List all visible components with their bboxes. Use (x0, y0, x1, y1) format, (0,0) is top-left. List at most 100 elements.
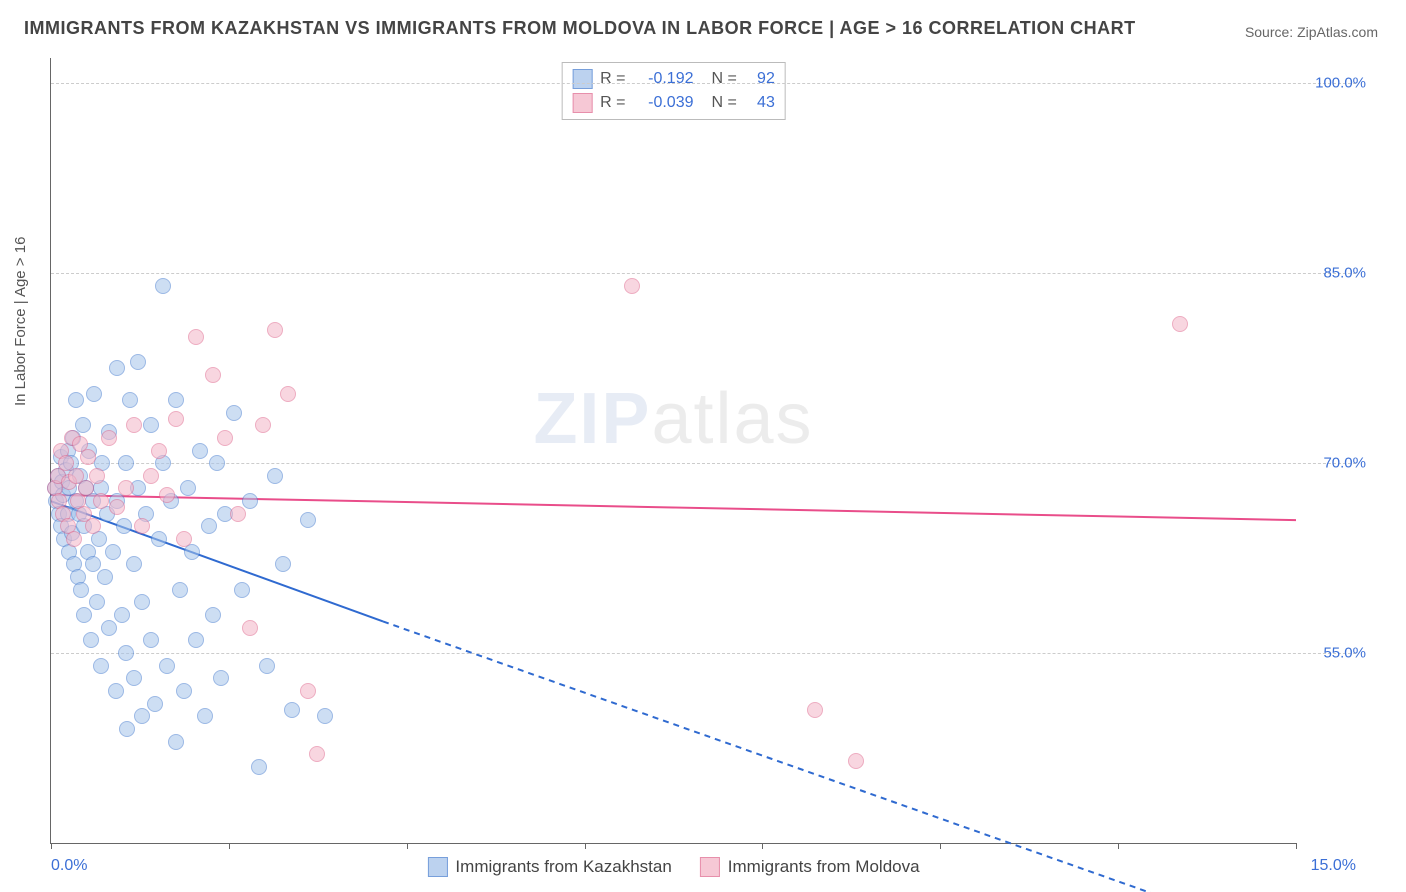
y-tick-label: 85.0% (1323, 265, 1366, 282)
y-tick-label: 70.0% (1323, 455, 1366, 472)
data-point (205, 607, 221, 623)
legend-stat-row: R = -0.039 N = 43 (572, 91, 775, 115)
data-point (134, 708, 150, 724)
data-point (807, 702, 823, 718)
data-point (159, 487, 175, 503)
gridline (51, 273, 1356, 274)
gridline (51, 463, 1356, 464)
data-point (118, 455, 134, 471)
data-point (89, 468, 105, 484)
data-point (126, 670, 142, 686)
x-tick (585, 843, 586, 849)
data-point (119, 721, 135, 737)
data-point (309, 746, 325, 762)
data-point (284, 702, 300, 718)
data-point (101, 620, 117, 636)
y-axis-label: In Labor Force | Age > 16 (12, 237, 29, 406)
data-point (176, 683, 192, 699)
data-point (213, 670, 229, 686)
data-point (197, 708, 213, 724)
data-point (89, 594, 105, 610)
data-point (275, 556, 291, 572)
data-point (267, 468, 283, 484)
data-point (147, 696, 163, 712)
legend-stat-row: R = -0.192 N = 92 (572, 67, 775, 91)
data-point (151, 443, 167, 459)
data-point (116, 518, 132, 534)
data-point (151, 531, 167, 547)
data-point (143, 468, 159, 484)
data-point (176, 531, 192, 547)
data-point (205, 367, 221, 383)
data-point (300, 683, 316, 699)
data-point (134, 518, 150, 534)
data-point (143, 417, 159, 433)
x-tick (407, 843, 408, 849)
data-point (168, 392, 184, 408)
data-point (230, 506, 246, 522)
data-point (168, 734, 184, 750)
data-point (73, 582, 89, 598)
data-point (118, 645, 134, 661)
legend-label: Immigrants from Kazakhstan (455, 857, 671, 877)
r-value: -0.192 (634, 70, 694, 88)
source-attribution: Source: ZipAtlas.com (1245, 24, 1378, 40)
data-point (101, 430, 117, 446)
data-point (143, 632, 159, 648)
n-value: 43 (745, 94, 775, 112)
data-point (159, 658, 175, 674)
y-tick-label: 100.0% (1315, 75, 1366, 92)
trend-lines-layer (51, 58, 1296, 843)
data-point (130, 354, 146, 370)
data-point (86, 386, 102, 402)
data-point (226, 405, 242, 421)
n-label: N = (712, 94, 737, 112)
x-tick (1118, 843, 1119, 849)
data-point (217, 430, 233, 446)
x-tick (762, 843, 763, 849)
data-point (280, 386, 296, 402)
r-label: R = (600, 94, 625, 112)
data-point (83, 632, 99, 648)
n-label: N = (712, 70, 737, 88)
data-point (251, 759, 267, 775)
plot-area: ZIPatlas R =-0.192N =92R =-0.039N =43 0.… (50, 58, 1296, 844)
data-point (242, 620, 258, 636)
legend-swatch (572, 93, 592, 113)
data-point (848, 753, 864, 769)
x-axis-max-label: 15.0% (1311, 857, 1356, 875)
data-point (76, 607, 92, 623)
r-label: R = (600, 70, 625, 88)
n-value: 92 (745, 70, 775, 88)
data-point (201, 518, 217, 534)
series-legend: Immigrants from Kazakhstan Immigrants fro… (427, 857, 919, 877)
legend-item: Immigrants from Moldova (700, 857, 920, 877)
legend-item: Immigrants from Kazakhstan (427, 857, 671, 877)
x-tick (940, 843, 941, 849)
data-point (267, 322, 283, 338)
data-point (209, 455, 225, 471)
data-point (192, 443, 208, 459)
r-value: -0.039 (634, 94, 694, 112)
correlation-legend: R = -0.192 N = 92 R = -0.039 N = 43 (561, 62, 786, 120)
data-point (114, 607, 130, 623)
data-point (66, 531, 82, 547)
gridline (51, 653, 1356, 654)
data-point (1172, 316, 1188, 332)
data-point (108, 683, 124, 699)
legend-swatch (572, 69, 592, 89)
y-tick-label: 55.0% (1323, 645, 1366, 662)
x-tick (229, 843, 230, 849)
data-point (85, 518, 101, 534)
data-point (242, 493, 258, 509)
data-point (68, 392, 84, 408)
data-point (80, 449, 96, 465)
chart-title: IMMIGRANTS FROM KAZAKHSTAN VS IMMIGRANTS… (24, 18, 1136, 39)
data-point (317, 708, 333, 724)
x-tick (51, 843, 52, 849)
data-point (78, 480, 94, 496)
data-point (85, 556, 101, 572)
data-point (624, 278, 640, 294)
data-point (259, 658, 275, 674)
data-point (118, 480, 134, 496)
